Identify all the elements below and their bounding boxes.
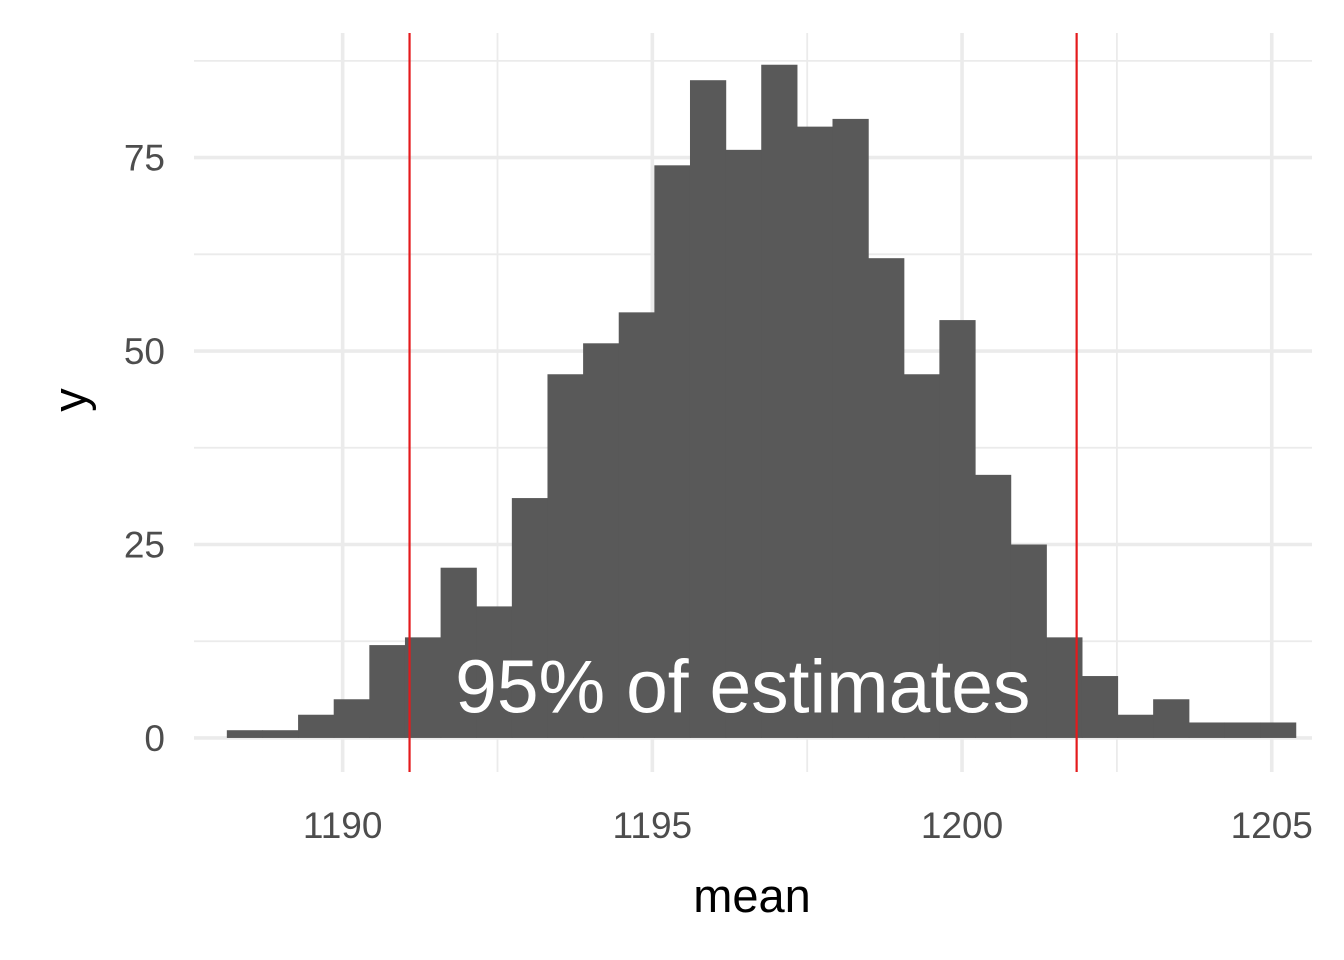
histogram-bar: [1081, 676, 1119, 738]
histogram-bar: [654, 165, 691, 738]
histogram-bar: [975, 474, 1012, 738]
x-axis-title: mean: [693, 869, 811, 922]
histogram-bar: [226, 730, 264, 738]
histogram-bar: [511, 498, 549, 738]
histogram-bar: [868, 258, 905, 738]
histogram-bar: [404, 637, 442, 738]
reference-lines: [408, 33, 1078, 772]
x-tick-label: 1195: [613, 805, 693, 846]
histogram-bar: [298, 714, 335, 738]
y-axis-title: y: [43, 388, 96, 412]
histogram-bar: [583, 343, 620, 738]
annotations: 95% of estimates: [455, 644, 1030, 728]
y-tick-label: 75: [124, 138, 165, 179]
y-tick-label: 50: [124, 331, 165, 372]
histogram-bar: [369, 645, 406, 738]
y-axis-tick-labels: 0 25 50 75: [124, 138, 165, 759]
y-tick-label: 0: [144, 718, 165, 759]
annotation-text: 95% of estimates: [455, 644, 1030, 728]
histogram-bar: [547, 374, 584, 738]
histogram-bars: [226, 64, 1297, 738]
histogram-bar: [796, 126, 834, 738]
histogram-bar: [1260, 722, 1297, 738]
histogram-bar: [476, 606, 513, 738]
histogram-bar: [689, 80, 727, 738]
y-tick-label: 25: [124, 524, 165, 565]
histogram-bar: [939, 320, 976, 738]
histogram-bar: [618, 312, 655, 738]
histogram-bar: [1010, 544, 1047, 738]
histogram-bar: [1188, 722, 1225, 738]
histogram-bar: [262, 730, 299, 738]
histogram-bar: [903, 374, 940, 738]
histogram-bar: [1117, 714, 1154, 738]
histogram-bar: [333, 699, 370, 738]
x-axis-tick-labels: 1190 1195 1200 1205: [303, 805, 1313, 846]
histogram-bar: [440, 567, 477, 738]
histogram-bar: [725, 149, 762, 738]
x-tick-label: 1200: [921, 805, 1003, 846]
x-tick-label: 1190: [303, 805, 383, 846]
histogram-bar: [1153, 699, 1190, 738]
histogram-bar: [761, 64, 798, 738]
histogram-bar: [1224, 722, 1261, 738]
x-tick-label: 1205: [1231, 805, 1313, 846]
histogram-bar: [832, 118, 869, 738]
